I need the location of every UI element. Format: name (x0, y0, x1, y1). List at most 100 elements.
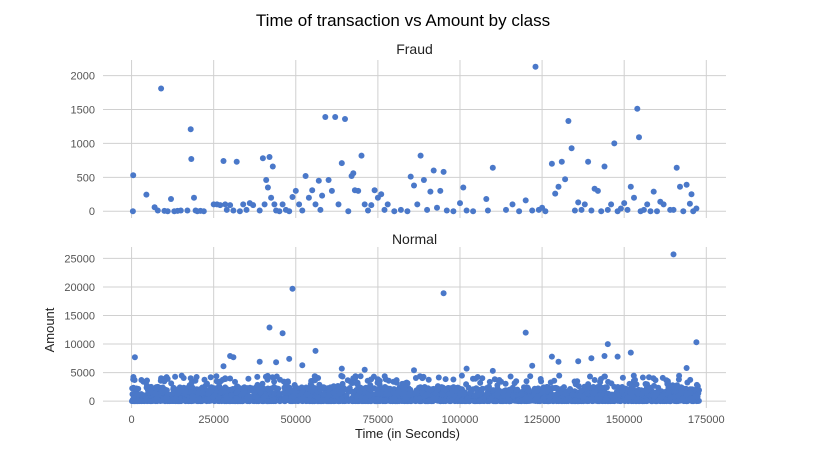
data-point (636, 134, 642, 141)
data-point (566, 387, 573, 394)
normal-panel: Normal 0 5000 10000 15000 20000 25000 0 25000 500… (42, 231, 726, 441)
data-point (154, 383, 161, 390)
data-point (442, 376, 449, 383)
data-point (503, 206, 509, 213)
data-point-outlier (286, 355, 293, 362)
data-point (448, 397, 455, 404)
data-point-outlier (130, 376, 137, 383)
data-point (205, 390, 212, 397)
data-point (513, 378, 520, 385)
data-point (591, 377, 598, 383)
data-point (584, 396, 591, 403)
data-point (322, 114, 329, 120)
data-point (349, 397, 356, 404)
x-tick-label: 50000 (280, 414, 311, 426)
data-point (280, 378, 287, 385)
data-point (693, 205, 700, 212)
data-point (222, 375, 229, 382)
data-point (268, 194, 275, 201)
data-point (677, 183, 683, 190)
y-tick-label: 0 (89, 206, 95, 218)
data-point (483, 196, 490, 202)
data-point (604, 206, 611, 213)
data-point (240, 388, 247, 395)
data-point (135, 385, 142, 392)
data-point (378, 397, 385, 404)
data-point (537, 376, 544, 382)
data-point-outlier (361, 366, 368, 373)
x-tick-label: 150000 (606, 414, 643, 426)
data-point (470, 208, 477, 215)
data-point (364, 377, 371, 384)
data-point (611, 140, 618, 147)
data-point (266, 154, 273, 160)
data-point (621, 200, 628, 207)
data-point (196, 396, 202, 403)
data-point (294, 397, 300, 404)
data-point (660, 201, 667, 208)
data-point (158, 85, 165, 92)
data-point (670, 206, 677, 213)
data-point (617, 205, 624, 212)
data-point (432, 389, 439, 396)
data-point (693, 381, 700, 388)
data-point (256, 207, 263, 214)
y-tick-label: 1000 (71, 138, 95, 150)
data-point (542, 208, 549, 215)
data-point (425, 376, 432, 383)
data-point (184, 207, 191, 214)
data-point (409, 397, 415, 404)
data-point (624, 206, 631, 213)
data-point (688, 191, 695, 198)
x-tick-label: 0 (129, 414, 135, 426)
data-point (325, 177, 332, 183)
data-point (201, 376, 208, 383)
data-point (457, 200, 463, 207)
data-point (434, 204, 440, 211)
data-point (420, 177, 427, 183)
data-point (189, 394, 196, 400)
data-point (350, 170, 357, 177)
data-point (467, 389, 474, 396)
x-tick-label: 100000 (442, 414, 479, 426)
data-point (371, 187, 378, 194)
data-point (396, 398, 403, 405)
data-point (355, 187, 362, 194)
data-point (311, 373, 318, 380)
data-point (320, 391, 327, 398)
data-point (279, 201, 286, 208)
data-point (679, 395, 686, 402)
data-point (247, 387, 254, 394)
data-point-outlier (338, 365, 345, 372)
data-point-outlier (548, 353, 555, 360)
data-point (694, 393, 701, 400)
data-point (143, 191, 150, 198)
data-point (478, 388, 485, 395)
data-point (428, 386, 435, 393)
data-point (631, 194, 637, 201)
data-point (576, 392, 583, 399)
data-point (233, 158, 240, 165)
data-point (338, 397, 345, 403)
data-point (393, 390, 400, 397)
data-point (567, 397, 574, 404)
data-point (575, 199, 582, 206)
data-point (595, 384, 601, 391)
data-point (381, 206, 388, 213)
x-tick-label: 75000 (363, 414, 394, 426)
data-point (177, 207, 184, 214)
data-point (615, 397, 621, 404)
data-point (220, 385, 227, 392)
data-point (393, 379, 400, 386)
data-point (562, 176, 569, 183)
data-point (338, 160, 345, 167)
data-point (145, 387, 151, 393)
data-point (385, 377, 392, 384)
data-point (525, 387, 532, 394)
data-point (276, 208, 283, 215)
data-point (643, 398, 650, 405)
panel-title: Fraud (396, 41, 433, 57)
data-point (314, 394, 321, 401)
data-point (644, 201, 651, 208)
data-point (338, 388, 345, 395)
